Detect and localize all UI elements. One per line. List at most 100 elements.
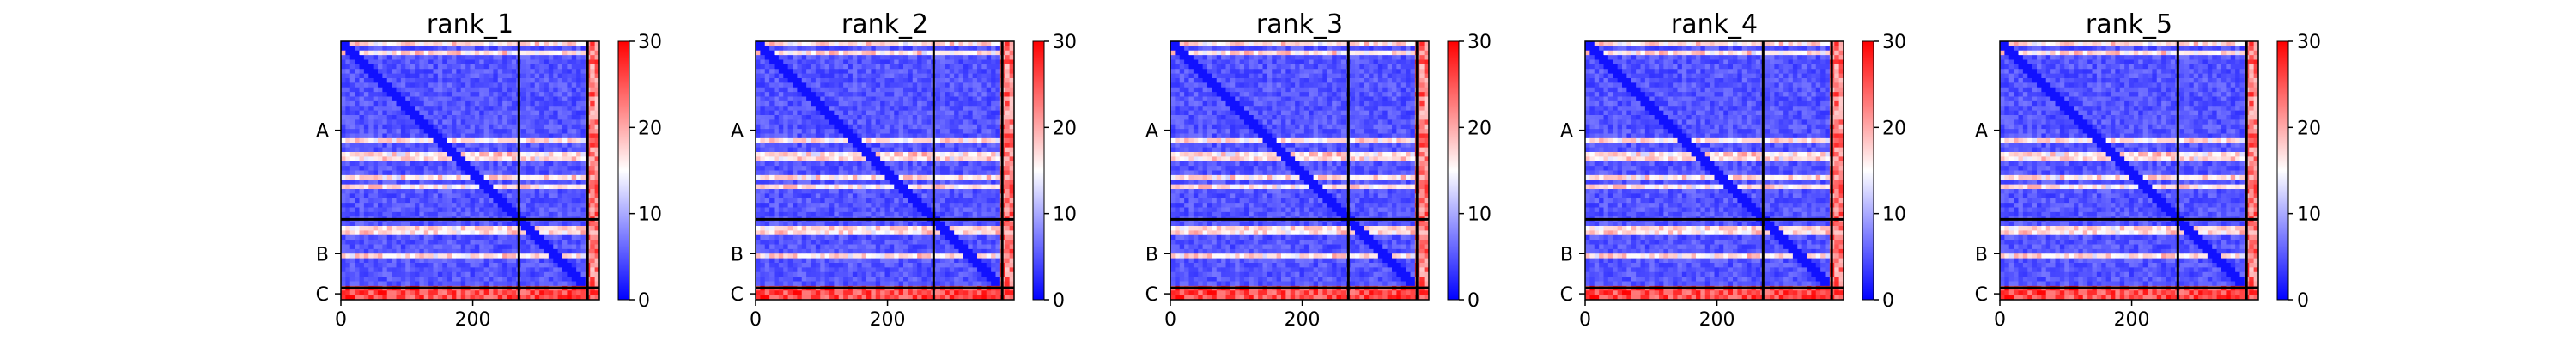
heatmap-cell [461, 161, 466, 167]
heatmap-cell [378, 148, 383, 153]
heatmap-cell [502, 148, 507, 153]
heatmap-cell [590, 189, 595, 194]
heatmap-cell [434, 106, 439, 111]
heatmap-cell [788, 78, 793, 83]
heatmap-cell [447, 180, 453, 185]
heatmap-cell [853, 106, 858, 111]
heatmap-cell [806, 111, 811, 116]
heatmap-cell [793, 119, 798, 125]
heatmap-cell [927, 143, 932, 148]
heatmap-cell [576, 97, 581, 102]
heatmap-cell [521, 212, 526, 217]
heatmap-cell [922, 88, 927, 93]
heatmap-cell [903, 152, 908, 157]
heatmap-cell [471, 245, 476, 250]
heatmap-cell [779, 97, 784, 102]
heatmap-cell [424, 69, 429, 74]
heatmap-cell [364, 277, 369, 282]
heatmap-cell [535, 41, 540, 46]
heatmap-cell [950, 64, 955, 70]
heatmap-cell [493, 156, 498, 161]
heatmap-cell [438, 166, 443, 171]
heatmap-cell [783, 92, 788, 97]
heatmap-cell [447, 143, 453, 148]
heatmap-cell [922, 101, 927, 107]
heatmap-cell [843, 175, 848, 180]
heatmap-cell [913, 156, 918, 161]
heatmap-cell [572, 156, 577, 161]
heatmap-cell [820, 152, 825, 157]
heatmap-cell [788, 69, 793, 74]
heatmap-cell [434, 189, 439, 194]
heatmap-cell [456, 171, 461, 176]
heatmap-cell [769, 152, 775, 157]
heatmap-cell [530, 119, 535, 125]
heatmap-cell [415, 263, 420, 268]
heatmap-cell [405, 189, 410, 194]
heatmap-cell [996, 156, 1001, 161]
heatmap-cell [535, 245, 540, 250]
heatmap-cell [885, 64, 890, 70]
heatmap-cell [368, 282, 374, 287]
heatmap-cell [438, 88, 443, 93]
heatmap-cell [434, 245, 439, 250]
heatmap-cell [825, 189, 830, 194]
heatmap-cell [927, 51, 932, 56]
heatmap-cell [908, 51, 913, 56]
heatmap-cell [899, 166, 904, 171]
heatmap-cell [820, 41, 825, 46]
heatmap-cell [973, 166, 978, 171]
heatmap-cell [374, 203, 379, 208]
heatmap-cell [498, 198, 503, 204]
heatmap-cell [806, 55, 811, 60]
heatmap-cell [756, 189, 761, 194]
heatmap-cell [581, 249, 586, 254]
heatmap-cell [401, 69, 406, 74]
heatmap-cell [876, 60, 881, 65]
heatmap-cell [890, 88, 895, 93]
heatmap-cell [526, 125, 531, 130]
heatmap-cell [880, 175, 885, 180]
heatmap-cell [765, 111, 770, 116]
heatmap-cell [788, 88, 793, 93]
heatmap-cell [981, 185, 987, 190]
heatmap-cell [434, 101, 439, 107]
heatmap-cell [820, 106, 825, 111]
heatmap-cell [471, 41, 476, 46]
heatmap-cell [866, 92, 872, 97]
heatmap-cell [378, 60, 383, 65]
heatmap-cell [368, 249, 374, 254]
heatmap-cell [922, 106, 927, 111]
heatmap-cell [438, 198, 443, 204]
heatmap-cell [576, 92, 581, 97]
heatmap-cell [447, 166, 453, 171]
heatmap-cell [374, 115, 379, 120]
heatmap-cell [401, 161, 406, 167]
heatmap-cell [364, 64, 369, 70]
heatmap-cell [410, 46, 416, 51]
heatmap-cell [549, 175, 554, 180]
heatmap-cell [447, 203, 453, 208]
heatmap-cell [981, 171, 987, 176]
heatmap-cell [424, 82, 429, 88]
heatmap-cell [927, 185, 932, 190]
heatmap-cell [465, 106, 471, 111]
heatmap-cell [562, 82, 568, 88]
heatmap-cell [341, 189, 346, 194]
heatmap-cell [848, 171, 854, 176]
heatmap-cell [853, 46, 858, 51]
heatmap-cell [963, 171, 969, 176]
heatmap-cell [857, 143, 862, 148]
heatmap-cell [567, 115, 572, 120]
heatmap-cell [954, 78, 959, 83]
heatmap-cell [996, 51, 1001, 56]
heatmap-cell [498, 143, 503, 148]
heatmap-cell [857, 97, 862, 102]
heatmap-cell [475, 166, 480, 171]
heatmap-cell [576, 198, 581, 204]
heatmap-cell [576, 138, 581, 143]
heatmap-cell [572, 41, 577, 46]
heatmap-cell [419, 148, 424, 153]
heatmap-cell [387, 97, 392, 102]
heatmap-cell [871, 129, 876, 134]
